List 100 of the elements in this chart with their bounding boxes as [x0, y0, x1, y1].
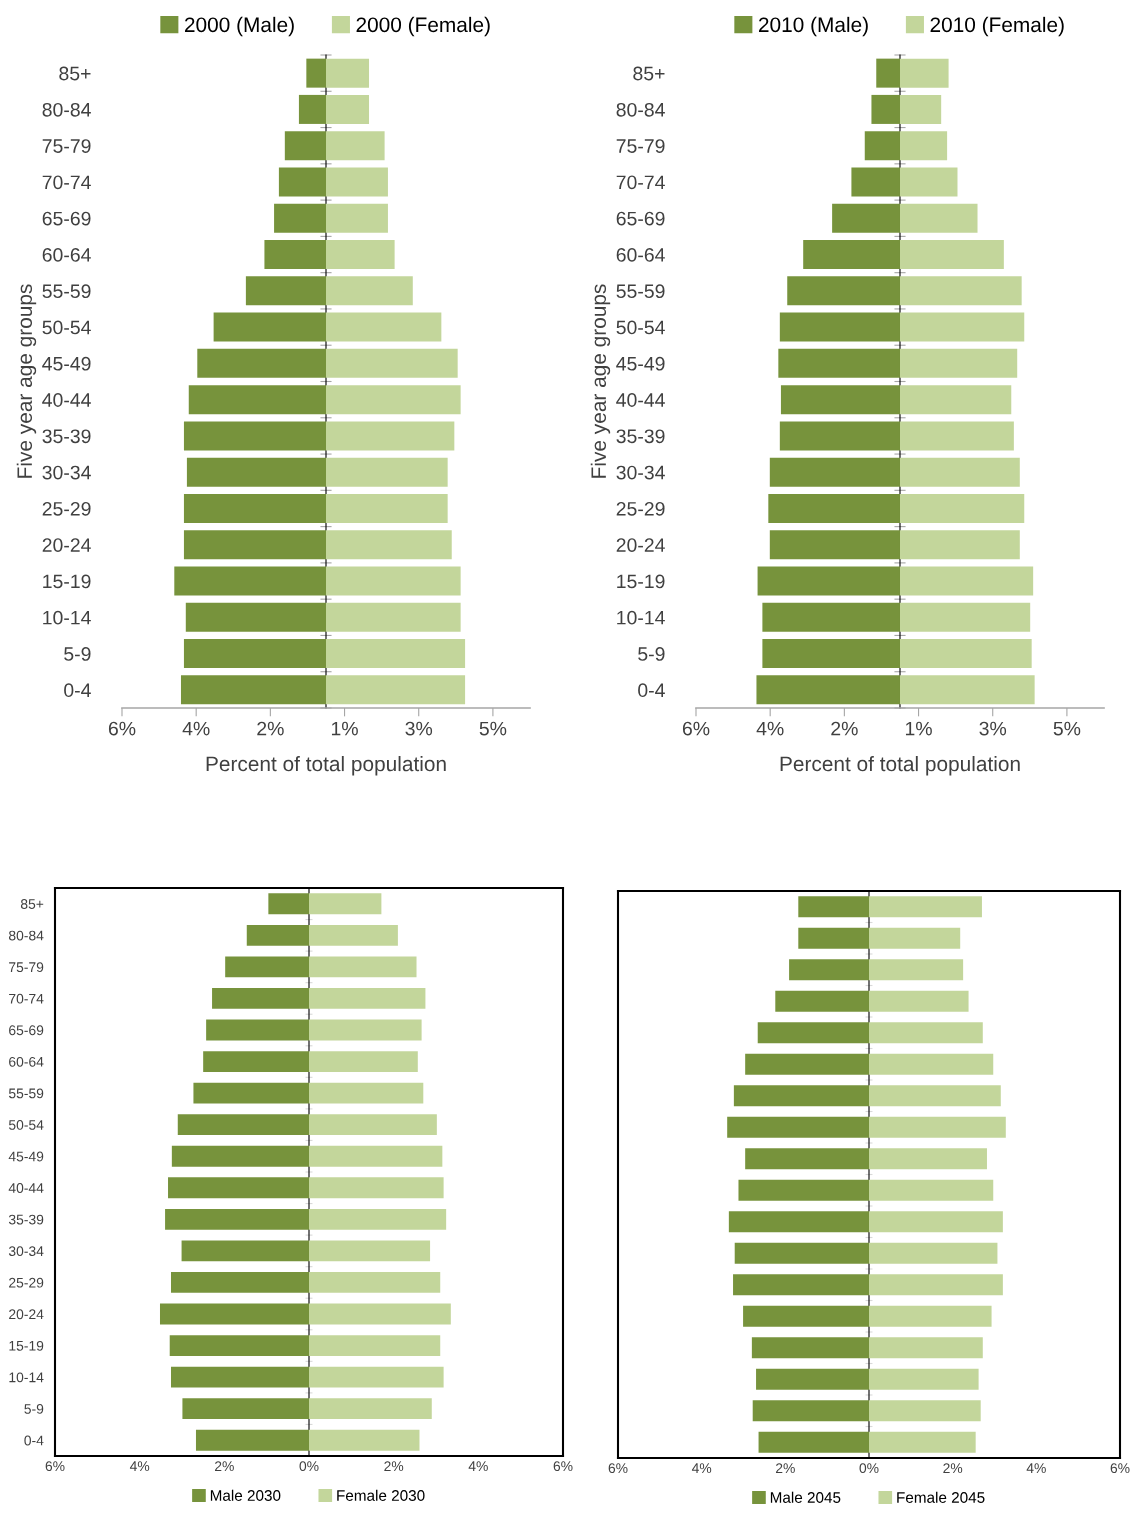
bar	[900, 348, 1018, 378]
y-tick-label: 60-64	[616, 248, 665, 262]
bar	[869, 1305, 992, 1327]
x-tick-label: 5%	[479, 721, 507, 736]
bar	[900, 240, 1004, 270]
bar	[168, 1177, 309, 1199]
bar	[245, 276, 326, 306]
bar	[309, 956, 417, 978]
bar	[745, 1148, 869, 1170]
bar	[869, 1022, 983, 1044]
bar	[181, 1240, 309, 1262]
y-tick-label: 70-74	[616, 175, 665, 190]
bar	[869, 1337, 983, 1359]
bar	[326, 131, 385, 161]
x-tick-label: 6%	[553, 1461, 573, 1472]
y-tick-label: 5-9	[64, 647, 91, 661]
bar	[326, 566, 461, 596]
bar	[309, 1082, 424, 1104]
bar	[851, 167, 900, 197]
x-tick-label: 4%	[756, 721, 784, 736]
y-tick-label: 80-84	[8, 930, 44, 941]
bar	[900, 276, 1022, 306]
bar	[309, 1019, 422, 1041]
bar	[170, 1366, 309, 1388]
bar	[326, 348, 458, 378]
bar	[326, 457, 448, 487]
y-tick-label: 20-24	[9, 1309, 44, 1320]
x-tick-label: 4%	[182, 721, 210, 736]
bar	[309, 1240, 431, 1262]
x-tick-label: 6%	[1110, 1463, 1130, 1474]
y-tick-label: 85+	[59, 66, 91, 81]
legend-label: Male 2045	[770, 1491, 841, 1503]
y-tick-label: 70-74	[42, 175, 91, 190]
bar	[869, 927, 961, 949]
y-tick-label: 0-4	[64, 683, 91, 698]
y-tick-label: 75-79	[42, 139, 91, 153]
bar	[832, 203, 900, 233]
bar	[743, 1305, 869, 1327]
bar	[900, 566, 1034, 596]
bar	[733, 1274, 869, 1296]
bar	[869, 1242, 998, 1264]
y-tick-label: 45-49	[42, 356, 91, 371]
bar	[309, 1272, 441, 1293]
bar	[195, 1429, 309, 1451]
bar	[869, 1211, 1003, 1233]
y-axis-title: Five year age groups	[590, 284, 611, 478]
bar	[183, 639, 326, 669]
x-tick-label: 4%	[468, 1461, 488, 1472]
bar	[177, 1114, 309, 1136]
bar	[789, 959, 869, 981]
bar	[206, 1019, 309, 1041]
bar	[309, 988, 426, 1009]
x-tick-label: 1%	[905, 721, 932, 736]
bar	[756, 1368, 869, 1390]
bar	[798, 927, 869, 949]
x-tick-label: 5%	[1053, 721, 1081, 736]
bar	[186, 457, 326, 487]
bar	[309, 1429, 420, 1451]
y-tick-label: 20-24	[616, 538, 665, 552]
y-tick-label: 25-29	[42, 501, 91, 516]
y-tick-label: 60-64	[42, 248, 91, 262]
x-tick-label: 2%	[257, 721, 284, 736]
bar	[188, 385, 326, 415]
bar	[757, 566, 900, 596]
bar	[762, 602, 900, 632]
bar	[183, 493, 326, 523]
y-tick-label: 0-4	[638, 683, 665, 698]
bar	[193, 1082, 309, 1104]
bar	[326, 58, 370, 88]
bar	[326, 312, 442, 342]
y-tick-label: 80-84	[616, 102, 665, 117]
bar	[787, 276, 900, 306]
y-tick-label: 60-64	[9, 1056, 44, 1067]
y-tick-label: 75-79	[616, 139, 665, 153]
bar	[326, 493, 448, 523]
x-tick-label: 6%	[45, 1461, 65, 1472]
bar	[180, 675, 326, 705]
legend-label: 2000 (Female)	[356, 16, 490, 37]
bar	[309, 1114, 437, 1136]
x-axis-title: Percent of total population	[206, 755, 446, 776]
bar	[900, 457, 1020, 487]
bar	[869, 1368, 979, 1390]
y-tick-label: 10-14	[617, 610, 665, 625]
bar	[900, 94, 942, 124]
bar	[284, 131, 326, 161]
bar	[298, 94, 326, 124]
y-tick-label: 55-59	[8, 1088, 44, 1099]
bar	[171, 1145, 309, 1167]
y-tick-label: 20-24	[42, 538, 91, 552]
x-tick-label: 2%	[943, 1463, 963, 1474]
bar	[900, 312, 1025, 342]
bar	[326, 675, 466, 705]
bar	[183, 530, 326, 560]
y-tick-label: 45-49	[616, 356, 665, 371]
bar	[326, 240, 395, 270]
bar	[876, 58, 900, 88]
bar	[762, 639, 900, 669]
x-tick-label: 6%	[108, 721, 136, 736]
legend-label: 2010 (Male)	[758, 16, 868, 37]
x-tick-label: 4%	[691, 1463, 712, 1474]
